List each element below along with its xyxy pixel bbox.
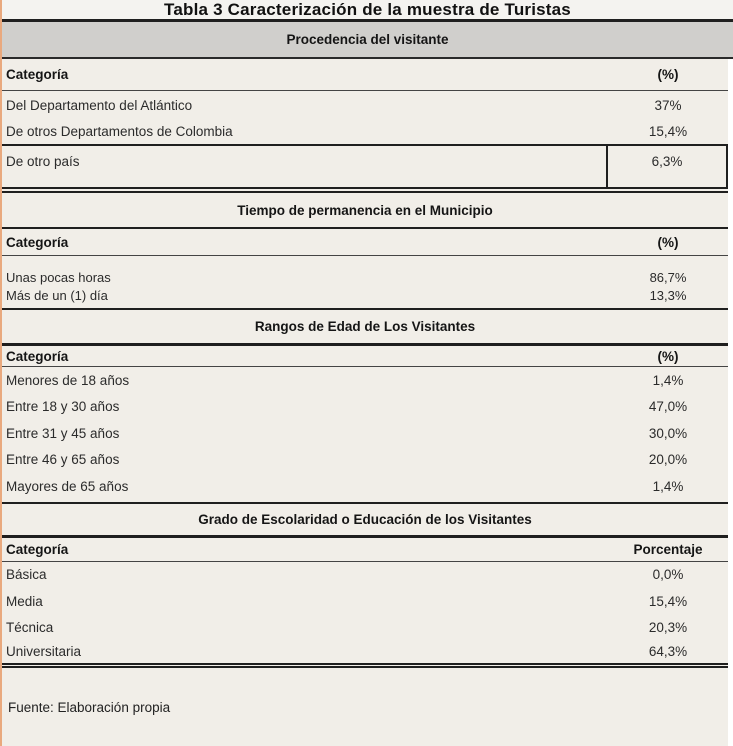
row-value: 6,3% (606, 146, 726, 187)
table-row: Entre 31 y 45 años 30,0% (2, 420, 728, 447)
row-label: Entre 31 y 45 años (6, 425, 120, 441)
page-left-edge-line (0, 0, 2, 746)
row-value: 0,0% (652, 567, 684, 583)
row-value: 15,4% (648, 593, 688, 609)
source-note: Fuente: Elaboración propia (8, 699, 171, 715)
row-value: 20,3% (648, 620, 688, 636)
row-label: Media (6, 593, 43, 609)
table-row: De otros Departamentos de Colombia 15,4% (2, 119, 728, 144)
table-row-boxed: De otro país 6,3% (2, 144, 728, 189)
section-band-procedencia: Procedencia del visitante (2, 22, 733, 59)
table-row: Del Departamento del Atlántico 37% (2, 91, 728, 119)
row-value: 1,4% (652, 478, 684, 494)
column-header-value: (%) (657, 67, 679, 82)
table-row: Mayores de 65 años 1,4% (2, 473, 728, 500)
column-header-category: Categoría (6, 234, 69, 250)
column-header-category: Categoría (6, 67, 69, 82)
row-label: Mayores de 65 años (6, 478, 129, 494)
row-label: Universitaria (6, 644, 82, 660)
table-row: Entre 46 y 65 años 20,0% (2, 447, 728, 474)
table-row: Universitaria 64,3% (2, 641, 728, 668)
row-label: De otros Departamentos de Colombia (6, 124, 233, 139)
table-row: Unas pocas horas 86,7% (2, 256, 728, 286)
table-row: Más de un (1) día 13,3% (2, 286, 728, 304)
row-value: 1,4% (652, 372, 684, 388)
column-header-value: Porcentaje (633, 541, 703, 557)
row-value: 30,0% (648, 425, 688, 441)
table-row: Técnica 20,3% (2, 615, 728, 642)
column-header-category: Categoría (6, 348, 69, 364)
section-band-tiempo: Tiempo de permanencia en el Municipio (2, 191, 728, 229)
section4-column-header: Categoría Porcentaje (2, 538, 728, 562)
table-row: Media 15,4% (2, 588, 728, 615)
table-row: Entre 18 y 30 años 47,0% (2, 394, 728, 421)
row-value: 15,4% (648, 124, 688, 139)
column-header-value: (%) (657, 348, 679, 364)
row-label: Entre 18 y 30 años (6, 399, 120, 415)
table-row: Básica 0,0% (2, 562, 728, 589)
section2-column-header: Categoría (%) (2, 229, 728, 256)
row-label: Básica (6, 567, 47, 583)
section-band-escolaridad: Grado de Escolaridad o Educación de los … (2, 501, 728, 538)
row-value: 20,0% (648, 452, 688, 468)
row-value: 64,3% (648, 644, 688, 660)
row-value: 47,0% (648, 399, 688, 415)
row-label: Unas pocas horas (6, 269, 111, 285)
section1-column-header: Categoría (%) (2, 59, 728, 91)
section-band-edad: Rangos de Edad de Los Visitantes (2, 308, 728, 346)
column-header-value: (%) (657, 234, 679, 250)
page-title: Tabla 3 Caracterización de la muestra de… (2, 0, 733, 22)
row-label: Entre 46 y 65 años (6, 452, 120, 468)
row-label: Técnica (6, 620, 54, 636)
row-value: 86,7% (649, 269, 687, 285)
section3-column-header: Categoría (%) (2, 346, 728, 367)
row-label: De otro país (6, 154, 80, 169)
column-header-category: Categoría (6, 541, 69, 557)
row-label: Menores de 18 años (6, 372, 130, 388)
row-value: 13,3% (649, 287, 687, 303)
table-row: Menores de 18 años 1,4% (2, 367, 728, 394)
row-label: Del Departamento del Atlántico (6, 97, 193, 113)
row-value: 37% (654, 97, 682, 113)
row-label: Más de un (1) día (6, 287, 108, 303)
